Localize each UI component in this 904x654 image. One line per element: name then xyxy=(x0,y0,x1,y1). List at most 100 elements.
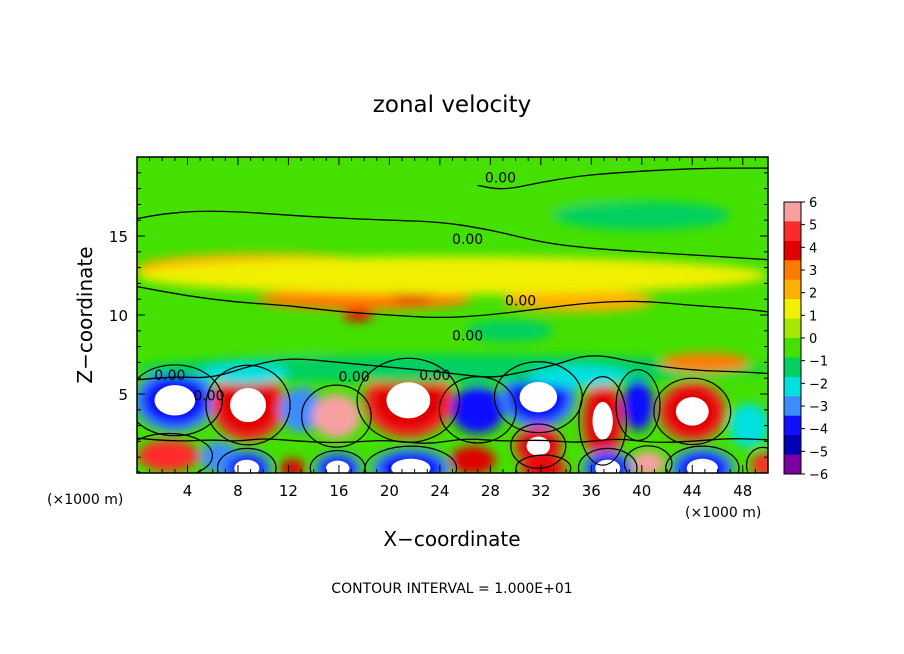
colorbar-tick-label: 4 xyxy=(809,241,817,256)
field-band xyxy=(528,365,630,388)
field-core xyxy=(234,459,260,473)
colorbar-swatch xyxy=(784,221,801,242)
x-tick-label: 44 xyxy=(683,482,702,500)
field-core xyxy=(386,382,431,419)
contour-line xyxy=(477,167,768,190)
x-tick-label: 24 xyxy=(430,482,449,500)
field-cell xyxy=(449,446,496,473)
field-cell xyxy=(631,450,665,473)
colorbar-swatch xyxy=(784,376,801,397)
contour-loop xyxy=(515,454,572,473)
colorbar-tick-label: 3 xyxy=(809,264,817,279)
field-ring xyxy=(524,458,563,473)
contour-line xyxy=(137,210,768,261)
x-tick-label: 20 xyxy=(380,482,399,500)
contour-loop xyxy=(301,384,372,448)
field-band xyxy=(660,352,750,372)
contour-labels: 0.00 0.00 0.00 0.00 0.00 0.00 0.00 0.00 xyxy=(154,170,536,404)
field-cell xyxy=(138,439,199,472)
colorbar-tick-label: −3 xyxy=(809,400,828,415)
contour-label: 0.00 xyxy=(452,232,483,248)
field-band xyxy=(502,289,655,312)
contour-loop xyxy=(615,369,661,442)
colorbar-tick-label: −4 xyxy=(809,423,828,438)
contour-loop xyxy=(364,445,458,473)
colorbar-swatch xyxy=(784,260,801,281)
colorbar-tick-label: 2 xyxy=(809,287,817,302)
x-tick-label: 4 xyxy=(183,482,193,500)
contour-line xyxy=(137,285,768,319)
colorbar-swatch xyxy=(784,435,801,456)
colorbar: 6 5 4 3 2 1 0 −1 −2 −3 −4 −5 −6 xyxy=(783,196,828,483)
field-band xyxy=(200,362,289,385)
plot-area: 0.000.000.000.000.000.000.000.00 4 8 12 16 2… xyxy=(109,156,769,500)
field-band xyxy=(250,335,339,355)
y-tick-label: 10 xyxy=(109,307,128,325)
contour-loop xyxy=(137,432,214,473)
contour-label: 0.00 xyxy=(338,369,369,385)
y-tick-label: 15 xyxy=(109,228,128,246)
field-cell xyxy=(728,403,768,448)
contour-label: 0.00 xyxy=(485,170,516,186)
colorbar-tick-label: −6 xyxy=(809,468,828,483)
field-core xyxy=(526,436,551,456)
field-core xyxy=(230,387,267,423)
x-tick-label: 28 xyxy=(481,482,500,500)
contour-line xyxy=(137,437,768,444)
colorbar-tick-label: 6 xyxy=(809,196,817,211)
colorbar-tick-label: 1 xyxy=(809,309,817,324)
contour-loop xyxy=(577,447,638,473)
colorbar-tick-label: −1 xyxy=(809,355,828,370)
contour-label: 0.00 xyxy=(193,388,224,404)
colorbar-swatch xyxy=(784,318,801,339)
contour-label: 0.00 xyxy=(452,328,483,344)
field-core xyxy=(595,459,621,473)
contour-loop xyxy=(438,376,517,444)
x-tick-label: 16 xyxy=(329,482,348,500)
colorbar-tick-label: 0 xyxy=(809,332,817,347)
x-tick-label: 40 xyxy=(632,482,651,500)
colorbar-swatch xyxy=(784,396,801,417)
contour-label: 0.00 xyxy=(154,368,185,384)
field-cell xyxy=(751,452,768,473)
x-tick-label: 12 xyxy=(279,482,298,500)
colorbar-swatch xyxy=(784,240,801,261)
colorbar-swatch xyxy=(784,454,801,475)
field-core xyxy=(154,385,196,416)
x-tick-label: 36 xyxy=(582,482,601,500)
contour-loop xyxy=(205,364,291,446)
x-tick-label: 48 xyxy=(733,482,752,500)
contour-lines xyxy=(137,167,768,473)
field-core xyxy=(686,458,719,473)
field-cell xyxy=(312,394,361,439)
field-band xyxy=(465,319,554,342)
contour-loop xyxy=(137,364,224,437)
x-tick-label: 8 xyxy=(233,482,243,500)
x-tick-label: 32 xyxy=(531,482,550,500)
x-unit-left: (×1000 m) xyxy=(47,492,123,508)
colorbar-swatch xyxy=(784,338,801,358)
contour-loop xyxy=(665,445,740,473)
colorbar-tick-label: −5 xyxy=(809,445,828,460)
y-tick-label: 5 xyxy=(118,386,128,404)
contour-loop xyxy=(578,376,628,466)
contour-loop xyxy=(745,446,768,473)
colorbar-swatch xyxy=(784,202,801,222)
y-axis-label: Z−coordinate xyxy=(73,246,97,383)
field-band xyxy=(553,201,731,230)
field-cell xyxy=(451,386,505,434)
colorbar-tick-label: −2 xyxy=(809,377,828,392)
contour-label: 0.00 xyxy=(505,294,536,310)
field-cell xyxy=(622,379,654,431)
field-core xyxy=(325,460,350,473)
colorbar-swatch xyxy=(784,415,801,436)
colorbar-swatch xyxy=(784,357,801,378)
field-cell xyxy=(279,458,305,473)
field-core xyxy=(675,397,709,426)
colorbar-swatch xyxy=(784,279,801,300)
x-axis-label: X−coordinate xyxy=(383,527,520,551)
field-core xyxy=(592,401,613,440)
contour-label: 0.00 xyxy=(419,368,450,384)
